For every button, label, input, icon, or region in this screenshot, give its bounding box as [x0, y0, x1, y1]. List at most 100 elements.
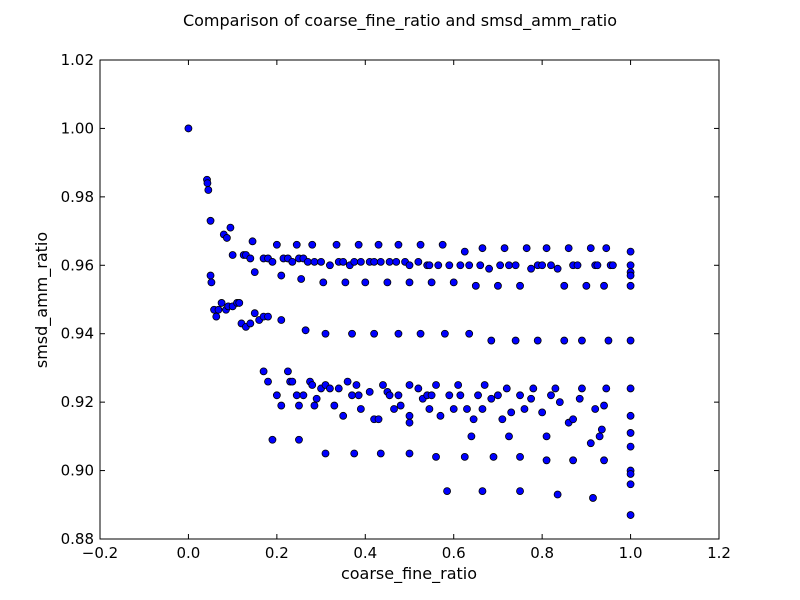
data-point: [626, 384, 635, 393]
data-points: [184, 124, 635, 519]
data-point: [454, 381, 463, 389]
data-point: [533, 336, 542, 345]
data-point: [222, 234, 231, 242]
data-point: [414, 384, 423, 393]
data-point: [392, 257, 401, 266]
data-point: [626, 271, 635, 280]
data-point: [326, 261, 334, 270]
data-point: [600, 281, 608, 290]
data-point: [295, 401, 303, 410]
data-point: [460, 247, 469, 256]
data-point: [246, 319, 255, 328]
data-point: [432, 381, 440, 389]
data-point: [376, 257, 385, 266]
data-point: [626, 429, 635, 437]
data-point: [405, 418, 414, 427]
data-point: [449, 278, 458, 287]
data-point: [332, 240, 341, 249]
data-point: [602, 384, 611, 393]
y-tick-label: 1.00: [61, 119, 94, 137]
data-point: [438, 240, 447, 249]
data-point: [443, 487, 451, 496]
data-point: [425, 405, 434, 413]
data-point: [626, 511, 635, 519]
x-tick-label: −0.2: [82, 544, 118, 562]
data-point: [405, 261, 414, 270]
data-point: [516, 281, 524, 290]
data-point: [626, 281, 635, 290]
data-point: [436, 411, 445, 420]
y-tick-label: 0.92: [61, 393, 94, 411]
data-point: [405, 411, 414, 420]
data-point: [350, 257, 359, 266]
data-point: [626, 470, 635, 478]
data-point: [527, 264, 535, 273]
data-point: [376, 449, 385, 458]
data-point: [206, 216, 215, 225]
data-point: [547, 391, 555, 400]
y-tick-label: 0.88: [61, 530, 94, 548]
x-axis: −0.2 0.0 0.2 0.4 0.6 0.8 1.0 1.2: [82, 60, 731, 562]
data-point: [555, 398, 564, 407]
data-point: [206, 271, 215, 280]
data-point: [589, 494, 597, 502]
data-point: [370, 257, 379, 266]
data-point: [476, 261, 485, 270]
data-point: [586, 439, 595, 448]
data-point: [354, 391, 363, 400]
x-tick-label: 0.0: [176, 544, 200, 562]
data-point: [383, 278, 392, 287]
data-point: [480, 381, 489, 389]
data-point: [264, 312, 272, 321]
x-tick-label: 1.0: [619, 544, 643, 562]
data-point: [553, 490, 562, 499]
data-point: [321, 449, 330, 458]
data-point: [474, 391, 482, 400]
data-point: [394, 240, 403, 249]
data-point: [445, 261, 454, 270]
data-point: [578, 336, 586, 345]
data-point: [343, 377, 352, 386]
data-point: [374, 240, 383, 249]
data-point: [487, 336, 496, 345]
data-point: [538, 408, 547, 417]
data-point: [394, 329, 403, 338]
data-point: [405, 381, 414, 389]
data-point: [560, 281, 569, 290]
data-point: [330, 401, 339, 410]
data-point: [350, 449, 359, 458]
data-point: [511, 336, 520, 345]
data-point: [460, 452, 469, 461]
data-point: [248, 237, 257, 246]
data-point: [425, 261, 434, 270]
data-point: [602, 244, 611, 253]
data-point: [520, 405, 529, 413]
data-point: [575, 394, 584, 403]
data-point: [235, 299, 244, 307]
data-point: [416, 240, 425, 249]
data-point: [432, 452, 440, 461]
data-point: [478, 487, 487, 496]
data-point: [564, 244, 573, 253]
data-point: [463, 405, 471, 413]
data-point: [297, 275, 306, 283]
data-point: [272, 391, 281, 400]
data-point: [494, 281, 502, 290]
data-point: [456, 261, 465, 270]
data-point: [308, 381, 317, 389]
data-point: [527, 394, 535, 403]
data-point: [516, 391, 524, 400]
data-point: [356, 257, 365, 266]
data-point: [319, 278, 328, 287]
data-point: [465, 329, 474, 338]
data-point: [317, 257, 325, 266]
plot-frame: [99, 59, 720, 540]
data-point: [626, 336, 635, 345]
data-point: [396, 401, 405, 410]
data-point: [214, 305, 223, 314]
data-point: [394, 391, 403, 400]
data-point: [560, 336, 569, 345]
data-point: [370, 329, 379, 338]
data-point: [217, 299, 226, 307]
